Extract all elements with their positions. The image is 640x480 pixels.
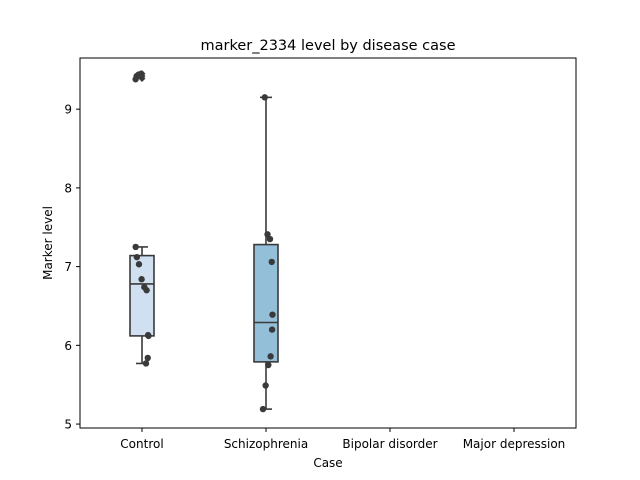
y-tick-label: 9	[64, 103, 72, 117]
data-point	[269, 311, 276, 318]
x-tick-label: Control	[120, 437, 163, 451]
y-axis-label: Marker level	[41, 206, 55, 280]
data-point	[265, 361, 272, 369]
data-point	[264, 231, 271, 238]
x-axis: Control Schizophrenia Bipolar disorder Majo…	[120, 428, 565, 451]
data-point	[142, 360, 150, 367]
x-tick-label: Major depression	[463, 437, 566, 451]
data-point	[144, 354, 151, 362]
chart-title: marker_2334 level by disease case	[201, 38, 456, 54]
y-axis: 5 6 7 8 9	[64, 103, 80, 432]
plot-area	[129, 70, 279, 413]
x-tick-label: Bipolar disorder	[342, 437, 437, 451]
data-point	[138, 276, 145, 283]
x-tick-label: Schizophrenia	[224, 437, 308, 451]
axes-frame	[79, 57, 577, 429]
y-tick-label: 7	[64, 260, 72, 274]
data-point	[268, 326, 276, 333]
data-point	[132, 243, 139, 251]
data-point	[145, 332, 152, 340]
data-point	[132, 76, 139, 83]
data-point	[267, 353, 274, 360]
y-tick-label: 5	[64, 418, 72, 432]
data-point	[268, 258, 275, 266]
x-axis-label: Case	[313, 456, 342, 470]
box-iqr	[129, 254, 155, 337]
data-point	[133, 253, 141, 261]
data-point	[266, 235, 274, 243]
data-point	[135, 261, 143, 268]
data-point	[143, 287, 150, 294]
data-point	[261, 94, 268, 101]
data-point	[262, 382, 269, 389]
data-point	[259, 405, 267, 413]
y-tick-label: 6	[64, 339, 72, 353]
y-tick-label: 8	[64, 181, 72, 195]
